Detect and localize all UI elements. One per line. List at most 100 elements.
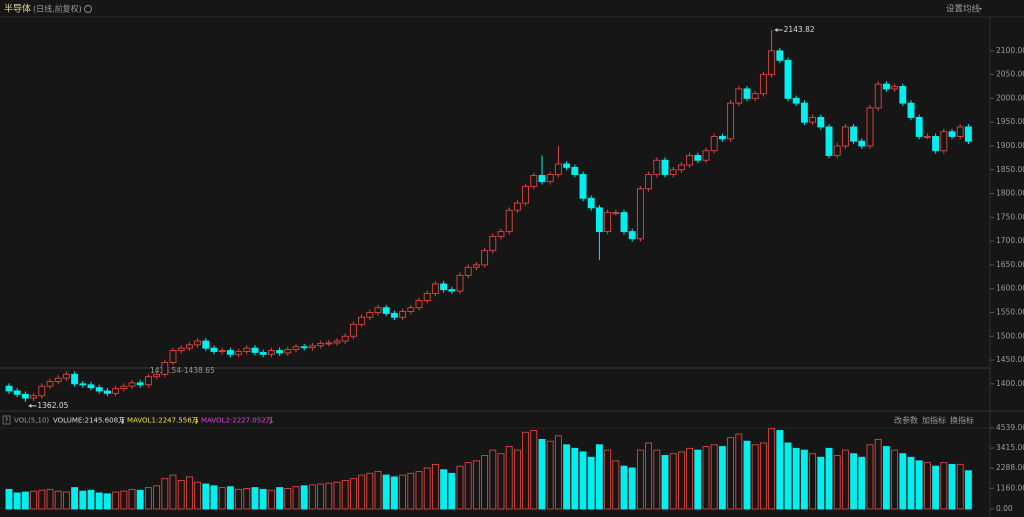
candle-body [46, 381, 54, 387]
volume-bar [513, 449, 521, 510]
candle-body [768, 50, 776, 76]
volume-bar [54, 490, 62, 510]
candle-body [276, 350, 284, 354]
volume-bar [538, 438, 546, 510]
candle-body [956, 126, 964, 137]
candle-body [284, 349, 292, 354]
volume-bar [677, 451, 685, 510]
candle-body [636, 188, 644, 240]
volume-bar [308, 484, 316, 510]
volume-bar [661, 455, 669, 510]
candle-body [513, 202, 521, 211]
candle-body [825, 126, 833, 156]
volume-bar [284, 488, 292, 510]
volume-bar [464, 462, 472, 510]
volume-bar [718, 446, 726, 510]
volume-bar [735, 433, 743, 510]
volume-bar [932, 465, 940, 510]
help-box[interactable] [2, 415, 11, 425]
candle-body [333, 340, 341, 344]
action-button[interactable]: 换指标 [950, 415, 974, 425]
candle-body [226, 350, 234, 355]
candle-body [587, 197, 595, 209]
candle-body [497, 231, 505, 237]
y-tick-label: 1850.00 [996, 165, 1024, 174]
volume-legend: VOLUME:2145.608万 [53, 417, 125, 425]
candle-body [103, 390, 111, 394]
candle-body [194, 340, 202, 346]
y-tick-label: 1950.00 [996, 117, 1024, 126]
volume-bar [702, 446, 710, 510]
y-tick-label: 1800.00 [996, 189, 1024, 198]
volume-bar [95, 492, 103, 510]
volume-bar [612, 460, 620, 510]
y-tick-label: 1750.00 [996, 212, 1024, 221]
volume-bar [423, 467, 431, 510]
volume-bar [587, 456, 595, 510]
candle-body [136, 382, 144, 386]
volume-bar [382, 474, 390, 510]
candle-body [472, 264, 480, 268]
volume-bar [653, 449, 661, 510]
volume-bar [669, 453, 677, 510]
settings-icon[interactable] [84, 5, 92, 13]
candle-body [661, 159, 669, 175]
volume-bar [710, 444, 718, 510]
arrow: ↓ [268, 416, 275, 425]
candle-body [489, 235, 497, 252]
volume-bar [940, 462, 948, 510]
volume-bar [185, 476, 193, 510]
arrow: ↓ [119, 416, 126, 425]
volume-bar [768, 428, 776, 510]
candle-body [464, 266, 472, 276]
candle-body [604, 212, 612, 233]
volume-bar [841, 449, 849, 510]
volume-bar [907, 456, 915, 510]
candle-body [267, 350, 275, 355]
candle-body [809, 116, 817, 123]
action-button[interactable]: 加指标 [922, 415, 946, 425]
candle-body [563, 163, 571, 168]
volume-bar [5, 488, 13, 510]
candle-body [374, 307, 382, 313]
candle-body [38, 385, 46, 397]
y-tick-label: 1400.00 [996, 379, 1024, 388]
candle-body [792, 97, 800, 104]
candle-body [800, 102, 808, 123]
volume-bar [120, 490, 128, 510]
candle-body [62, 373, 70, 379]
volume-bar [71, 487, 79, 510]
volume-bar [866, 444, 874, 510]
volume-bar [226, 486, 234, 510]
volume-bar [79, 490, 87, 510]
candle-body [595, 207, 603, 233]
volume-bar [628, 467, 636, 510]
volume-bar [571, 447, 579, 510]
candle-body [54, 377, 62, 382]
help[interactable]: ? [5, 417, 9, 425]
extreme-label: 2143.82 [784, 25, 815, 34]
candle-body [390, 312, 398, 318]
y-tick-label: 1900.00 [996, 141, 1024, 150]
volume-bar [194, 481, 202, 510]
volume-bar [276, 487, 284, 510]
candle-body [317, 342, 325, 347]
ma-settings-button[interactable]: 设置均线 [946, 4, 981, 15]
volume-bar [825, 447, 833, 510]
volume-bar [440, 469, 448, 510]
candle-body [743, 88, 751, 99]
y-tick-label: 2000.00 [996, 93, 1024, 102]
candle-body [571, 166, 579, 175]
y-tick-label: 1450.00 [996, 355, 1024, 364]
candle-body [751, 93, 759, 99]
candle-body [817, 116, 825, 128]
candle-body [30, 395, 38, 399]
volume-bar [448, 472, 456, 510]
candle-body [79, 383, 87, 386]
volume-bar [103, 493, 111, 510]
y-tick-label: 0.00 [996, 504, 1013, 513]
candle-body [579, 174, 587, 199]
volume-bar [325, 482, 333, 510]
volume-bar [144, 487, 152, 510]
action-button[interactable]: 改参数 [894, 415, 918, 425]
